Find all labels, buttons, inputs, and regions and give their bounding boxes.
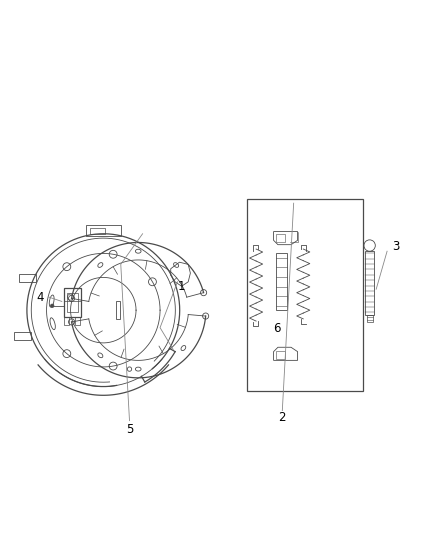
Bar xyxy=(14,332,32,340)
Bar xyxy=(247,199,363,391)
Bar xyxy=(64,317,69,326)
Bar xyxy=(367,314,373,322)
Bar xyxy=(86,225,121,236)
Circle shape xyxy=(50,304,54,308)
Bar xyxy=(64,288,81,317)
Bar xyxy=(276,234,286,241)
Bar xyxy=(276,351,286,359)
Text: 3: 3 xyxy=(392,240,399,253)
Bar xyxy=(276,253,287,310)
Bar xyxy=(365,251,374,314)
Text: 5: 5 xyxy=(126,423,133,436)
Text: 6: 6 xyxy=(273,322,280,335)
Bar xyxy=(90,228,106,234)
Bar xyxy=(117,302,120,319)
Text: 1: 1 xyxy=(178,280,186,293)
Bar xyxy=(67,293,78,312)
Text: 2: 2 xyxy=(279,410,286,424)
Bar xyxy=(75,317,80,326)
Bar xyxy=(19,273,36,282)
Text: 4: 4 xyxy=(36,290,44,304)
